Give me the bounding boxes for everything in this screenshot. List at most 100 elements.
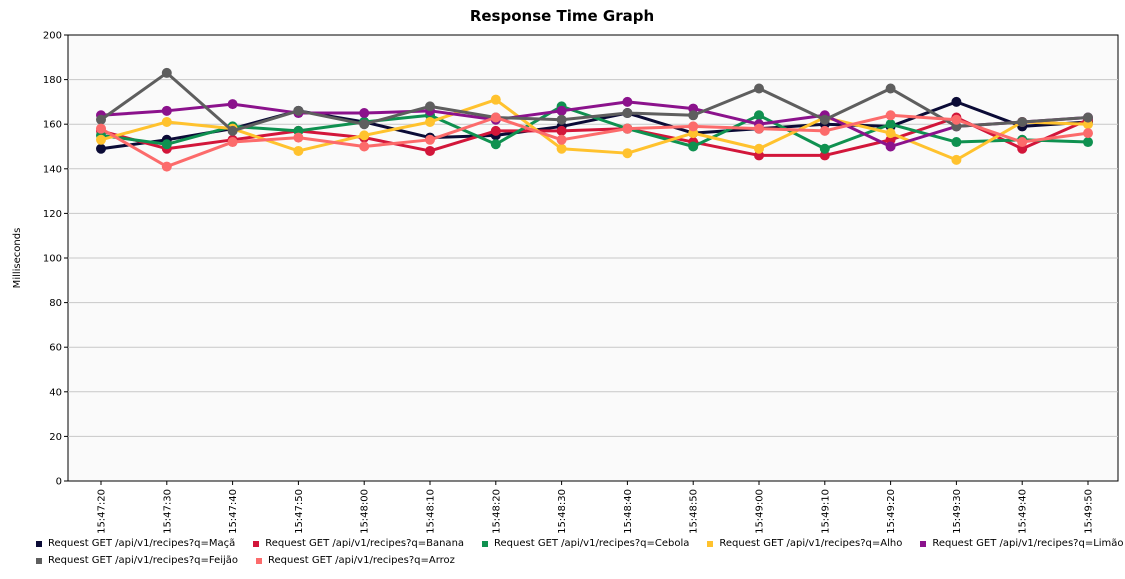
data-point — [161, 67, 172, 78]
x-tick-label: 15:49:10 — [820, 489, 831, 534]
legend-swatch — [707, 540, 714, 547]
data-point — [556, 143, 567, 154]
legend-row: Request GET /api/v1/recipes?q=Maçã Reques… — [36, 535, 1124, 552]
y-tick-label: 20 — [49, 432, 62, 443]
y-tick-label: 200 — [43, 31, 62, 42]
x-tick-label: 15:49:30 — [952, 489, 963, 534]
data-point — [622, 108, 633, 119]
chart-title: Response Time Graph — [470, 7, 654, 25]
legend-item: Request GET /api/v1/recipes?q=Banana — [253, 538, 464, 549]
x-tick-label: 15:47:20 — [97, 489, 108, 534]
data-point — [425, 101, 435, 112]
data-point — [425, 145, 435, 156]
data-point — [951, 154, 962, 165]
series-6 — [96, 110, 1093, 172]
series-5 — [96, 67, 1093, 136]
data-point — [293, 132, 304, 143]
x-tick-label: 15:48:20 — [491, 489, 502, 534]
y-tick-label: 40 — [49, 387, 62, 398]
legend: Request GET /api/v1/recipes?q=Maçã Reques… — [36, 535, 1124, 569]
y-tick-label: 120 — [43, 209, 62, 220]
data-point — [359, 141, 370, 152]
legend-item: Request GET /api/v1/recipes?q=Maçã — [36, 538, 235, 549]
data-point — [556, 134, 567, 145]
legend-label: Request GET /api/v1/recipes?q=Alho — [719, 538, 903, 549]
legend-swatch — [256, 557, 263, 564]
legend-row: Request GET /api/v1/recipes?q=Feijão Requ… — [36, 552, 1116, 569]
data-point — [1017, 116, 1028, 127]
legend-item: Request GET /api/v1/recipes?q=Cebola — [482, 538, 689, 549]
x-tick-label: 15:48:40 — [623, 489, 634, 534]
data-point — [754, 143, 764, 154]
data-point — [885, 83, 896, 94]
data-point — [556, 105, 567, 116]
legend-swatch — [253, 540, 260, 547]
legend-item: Request GET /api/v1/recipes?q=Feijão — [36, 555, 238, 566]
x-tick-label: 15:48:30 — [557, 489, 568, 534]
data-point — [425, 116, 435, 127]
x-tick-label: 15:48:00 — [360, 489, 371, 534]
data-point — [951, 137, 962, 148]
data-point — [161, 161, 172, 172]
data-point — [425, 134, 435, 145]
data-point — [754, 110, 764, 121]
y-tick-label: 60 — [49, 343, 62, 354]
data-point — [819, 143, 830, 154]
legend-label: Request GET /api/v1/recipes?q=Cebola — [494, 538, 690, 549]
x-tick-label: 15:49:00 — [755, 489, 766, 534]
data-point — [1083, 128, 1093, 139]
data-point — [96, 134, 106, 145]
legend-label: Request GET /api/v1/recipes?q=Arroz — [268, 555, 455, 566]
series-line — [100, 113, 1089, 169]
data-point — [622, 148, 633, 159]
series-line — [100, 100, 1089, 148]
data-point — [227, 137, 238, 148]
data-point — [359, 119, 370, 130]
series-line — [100, 71, 1089, 133]
grid-lines — [68, 79, 1118, 437]
data-point — [293, 145, 304, 156]
data-point — [622, 96, 633, 107]
legend-label: Request GET /api/v1/recipes?q=Banana — [265, 538, 465, 549]
legend-label: Request GET /api/v1/recipes?q=Limão — [932, 538, 1124, 549]
y-tick-label: 160 — [43, 120, 62, 131]
y-tick-label: 80 — [49, 298, 62, 309]
data-point — [951, 114, 962, 125]
x-tick-label: 15:47:50 — [294, 489, 305, 534]
data-point — [490, 139, 501, 150]
legend-swatch — [920, 540, 927, 547]
legend-item: Request GET /api/v1/recipes?q=Arroz — [256, 555, 455, 566]
x-tick-label: 15:49:20 — [886, 489, 897, 534]
y-axis-label: Milliseconds — [12, 228, 23, 289]
data-point — [754, 123, 764, 134]
y-tick-label: 100 — [43, 254, 62, 265]
data-point — [96, 143, 106, 154]
y-tick-label: 0 — [56, 477, 62, 488]
series-line — [100, 116, 1089, 157]
data-point — [885, 119, 896, 130]
response-time-chart: Response Time Graph Milliseconds 0 20 40 60… — [12, 7, 1119, 534]
data-point — [688, 121, 699, 132]
data-point — [96, 114, 106, 125]
data-point — [819, 125, 830, 136]
data-point — [556, 125, 567, 136]
data-point — [556, 114, 567, 125]
data-point — [96, 123, 106, 134]
data-point — [359, 108, 370, 119]
data-point — [359, 130, 370, 141]
x-axis-ticks: 15:47:20 15:47:30 15:47:40 15:47:50 15:48:00… — [97, 481, 1095, 534]
x-tick-label: 15:47:30 — [162, 489, 173, 534]
data-point — [161, 116, 172, 127]
data-point — [885, 128, 896, 139]
legend-swatch — [36, 557, 42, 564]
data-point — [227, 99, 238, 110]
legend-item: Request GET /api/v1/recipes?q=Alho — [707, 538, 902, 549]
data-point — [490, 125, 501, 136]
legend-swatch — [36, 540, 42, 547]
data-point — [819, 114, 830, 125]
x-tick-label: 15:48:10 — [426, 489, 437, 534]
data-point — [1017, 137, 1028, 148]
data-point — [688, 110, 699, 121]
y-tick-label: 180 — [43, 75, 62, 86]
data-point — [885, 141, 896, 152]
